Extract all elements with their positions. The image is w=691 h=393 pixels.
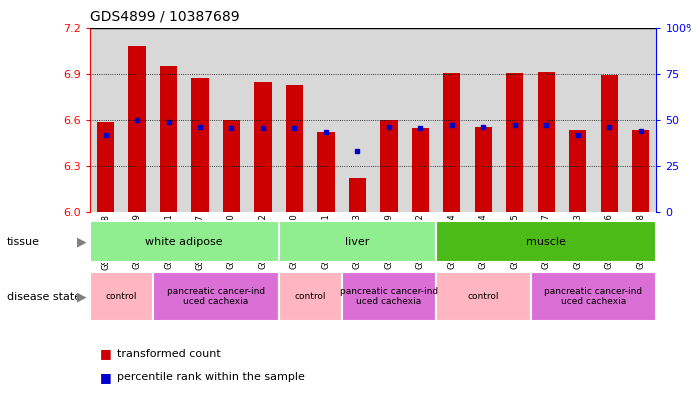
Text: transformed count: transformed count: [117, 349, 221, 359]
Text: liver: liver: [346, 237, 370, 247]
Bar: [475, 127, 492, 212]
Bar: [90, 272, 153, 321]
Bar: [538, 72, 555, 212]
Text: ▶: ▶: [77, 290, 86, 303]
Bar: [153, 272, 278, 321]
Bar: [160, 66, 177, 212]
Text: percentile rank within the sample: percentile rank within the sample: [117, 372, 305, 382]
Bar: [436, 28, 468, 212]
Bar: [349, 178, 366, 212]
Text: muscle: muscle: [527, 237, 566, 247]
Text: tissue: tissue: [7, 237, 40, 247]
Bar: [254, 82, 272, 212]
Bar: [531, 28, 562, 212]
Bar: [223, 120, 240, 212]
Bar: [531, 272, 656, 321]
Bar: [405, 28, 436, 212]
Text: pancreatic cancer-ind
uced cachexia: pancreatic cancer-ind uced cachexia: [340, 287, 438, 307]
Bar: [436, 221, 656, 263]
Bar: [380, 120, 397, 212]
Text: pancreatic cancer-ind
uced cachexia: pancreatic cancer-ind uced cachexia: [545, 287, 643, 307]
Text: GDS4899 / 10387689: GDS4899 / 10387689: [90, 9, 240, 24]
Bar: [317, 132, 334, 212]
Bar: [499, 28, 531, 212]
Bar: [412, 129, 429, 212]
Bar: [278, 221, 436, 263]
Text: control: control: [294, 292, 326, 301]
Bar: [373, 28, 405, 212]
Bar: [247, 28, 278, 212]
Bar: [562, 28, 594, 212]
Text: pancreatic cancer-ind
uced cachexia: pancreatic cancer-ind uced cachexia: [167, 287, 265, 307]
Bar: [129, 46, 146, 212]
Bar: [625, 28, 656, 212]
Text: disease state: disease state: [7, 292, 81, 302]
Bar: [153, 28, 184, 212]
Bar: [341, 28, 373, 212]
Bar: [278, 272, 341, 321]
Bar: [278, 28, 310, 212]
Bar: [468, 28, 499, 212]
Text: ■: ■: [100, 347, 112, 360]
Bar: [594, 28, 625, 212]
Bar: [191, 77, 209, 212]
Bar: [436, 272, 531, 321]
Bar: [600, 75, 618, 212]
Bar: [90, 28, 122, 212]
Bar: [310, 28, 341, 212]
Bar: [569, 130, 587, 212]
Bar: [443, 73, 460, 212]
Text: ▶: ▶: [77, 235, 86, 248]
Text: white adipose: white adipose: [145, 237, 223, 247]
Bar: [341, 272, 436, 321]
Bar: [122, 28, 153, 212]
Bar: [90, 221, 278, 263]
Bar: [506, 73, 524, 212]
Bar: [184, 28, 216, 212]
Bar: [97, 122, 114, 212]
Bar: [286, 85, 303, 212]
Text: control: control: [106, 292, 137, 301]
Text: ■: ■: [100, 371, 112, 384]
Bar: [632, 130, 650, 212]
Text: control: control: [468, 292, 499, 301]
Bar: [216, 28, 247, 212]
